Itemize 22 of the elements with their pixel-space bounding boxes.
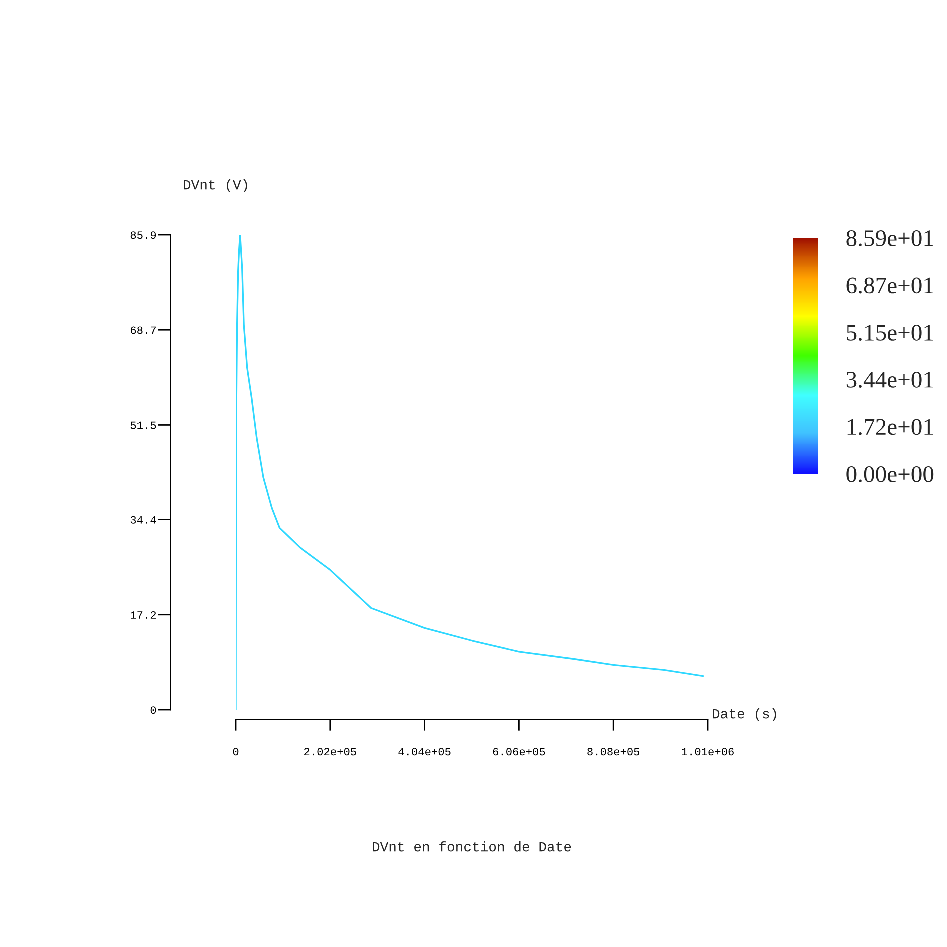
x-tick-label: 4.04e+05	[398, 748, 451, 756]
x-axis-title: Date (s)	[713, 708, 776, 722]
x-tick-label: 0	[233, 748, 239, 756]
color-bar-label: 1.72e+01	[848, 419, 934, 436]
text: DVnt en fonction de Date	[373, 842, 572, 852]
color-bar-label: 5.15e+01	[847, 325, 934, 342]
color-bar-label: 3.44e+01	[846, 372, 934, 388]
x-tick-label: 8.08e+05	[588, 748, 640, 756]
y-tick-label: 34.4	[130, 516, 156, 524]
x-tick-label: 1.01e+06	[682, 748, 734, 756]
x-tick-label: 6.06e+05	[493, 748, 546, 756]
y-tick-label: 85.9	[130, 232, 156, 240]
y-tick-label: 68.7	[130, 326, 156, 334]
color-bar-label: 8.59e+01	[846, 230, 934, 247]
y-tick-label: 17.2	[130, 611, 156, 619]
color-bar-label: 6.87e+01	[846, 278, 934, 294]
x-tick-label: 2.02e+05	[304, 748, 356, 756]
y-axis-title: DVnt (V)	[184, 180, 248, 192]
y-tick-label: 0	[150, 706, 156, 714]
line-series	[236, 235, 704, 710]
y-tick-label: 51.5	[130, 422, 156, 430]
color-bar-label: 0.00e+00	[846, 466, 934, 483]
